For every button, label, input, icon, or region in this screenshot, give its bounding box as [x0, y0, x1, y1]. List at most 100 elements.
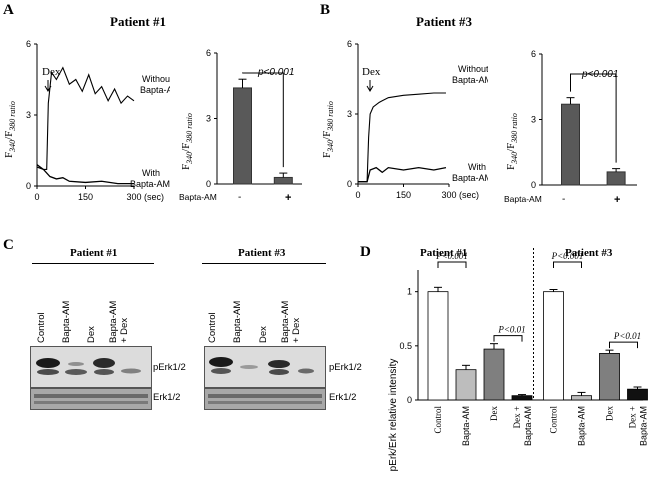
x-tick-label: 0	[34, 192, 39, 202]
blot2-lane-control: Control	[207, 312, 218, 343]
panel-letter-c: C	[3, 237, 14, 253]
bar	[483, 348, 505, 401]
blot1-lane-bapta-dex-2: + Dex	[119, 317, 130, 343]
bar-a-sign-minus: -	[238, 192, 241, 203]
panel-a-title: Patient #1	[110, 14, 166, 29]
bar-chart-b: F340/F380 ratio 0 3 6 p<0.001 Bapta-AM - +	[504, 49, 637, 206]
blot2-title-rule	[202, 263, 326, 264]
trace-a-label-without-2: Bapta-AM	[140, 85, 170, 95]
bar-a-pvalue: p<0.001	[257, 67, 294, 78]
trace-b-label-with-1: With	[468, 162, 486, 172]
x-tick-label: 150	[396, 190, 411, 200]
trace-a-dex-marker: Dex	[42, 66, 61, 78]
trace-series-line	[358, 92, 446, 183]
blot1-title: Patient #1	[70, 247, 118, 259]
bar-d-group1-title: Patient #1	[420, 247, 467, 259]
trace-series-line	[36, 66, 135, 170]
x-tick-label: 300	[126, 192, 141, 202]
bar-chart-a: F340/F380 ratio 0 3 6 p<0.001 Bapta-AM - +	[179, 48, 302, 204]
pvalue-label: P<0.001	[551, 251, 584, 261]
trace-a-label-with-2: Bapta-AM	[130, 179, 170, 189]
significance-bracket	[570, 73, 617, 163]
x-tick-label: Dex +	[512, 406, 522, 428]
blot1-lane-bapta-dex-1: Bapta-AM	[108, 300, 119, 343]
y-tick-label: 6	[26, 39, 31, 49]
significance-bracket	[609, 341, 638, 349]
pvalue-label: P<0.01	[497, 325, 525, 335]
trace-b-label-without-1: Without	[458, 64, 488, 74]
bar-a-ylabel: F340/F380 ratio	[180, 113, 194, 170]
pvalue-label: P<0.001	[435, 251, 468, 261]
blot1-lane-control: Control	[36, 312, 47, 343]
blot2-lane-dex: Dex	[258, 326, 269, 343]
blot2-erk-image	[204, 388, 326, 410]
x-tick-label: 0	[355, 190, 360, 200]
bar-b-sign-plus: +	[614, 194, 620, 206]
y-tick-label: 3	[531, 115, 536, 125]
bar	[427, 291, 449, 401]
panel-letter-d: D	[360, 244, 371, 260]
x-tick-label: Bapta-AM	[577, 406, 587, 446]
blot2-lane-bapta-dex-1: Bapta-AM	[280, 300, 291, 343]
panel-letter-b: B	[320, 2, 331, 18]
bar	[273, 176, 293, 185]
panel-b-title: Patient #3	[416, 14, 472, 29]
y-tick-label: 1	[407, 287, 412, 297]
trace-b-dex-marker: Dex	[362, 66, 381, 78]
bar	[543, 291, 564, 401]
y-tick-label: 0	[407, 395, 412, 405]
x-axis-unit: (sec)	[459, 190, 479, 200]
bar-b-ylabel: F340/F380 ratio	[505, 113, 519, 170]
trace-b-ylabel: F340/F380 ratio	[321, 101, 335, 158]
bar-a-row-label: Bapta-AM	[179, 192, 217, 202]
trace-chart-b: F340/F380 ratio 0 3 6 0 150 300 (sec) Dex With…	[321, 39, 488, 200]
blot2-perk-label: pErk1/2	[329, 362, 362, 373]
x-tick-label: Bapta-AM	[639, 406, 649, 446]
significance-bracket	[553, 261, 582, 268]
blot2-erk-label: Erk1/2	[329, 392, 357, 403]
x-tick-label: Dex	[489, 406, 499, 421]
trace-b-dex-arrow	[366, 80, 374, 92]
y-tick-label: 0	[26, 181, 31, 191]
y-tick-label: 6	[347, 39, 352, 49]
blot2-title: Patient #3	[238, 247, 286, 259]
x-tick-label: Bapta-AM	[523, 406, 533, 446]
x-tick-label: Bapta-AM	[461, 406, 471, 446]
y-tick-label: 0	[531, 180, 536, 190]
bar	[455, 369, 477, 401]
x-tick-label: 150	[78, 192, 93, 202]
bar-b-sign-minus: -	[562, 194, 565, 205]
bar	[233, 87, 252, 185]
bar-b-row-label: Bapta-AM	[504, 194, 542, 204]
blot2-lane-bapta: Bapta-AM	[232, 300, 243, 343]
y-tick-label: 3	[347, 109, 352, 119]
bar-d-group2-title: Patient #3	[565, 247, 613, 259]
trace-chart-a: F340/F380 ratio 0 3 6 0 150 300 (sec) Dex With…	[3, 39, 170, 202]
trace-a-label-with-1: With	[142, 168, 160, 178]
x-axis-unit: (sec)	[144, 192, 164, 202]
blot1-lane-dex: Dex	[86, 326, 97, 343]
y-tick-label: 6	[206, 48, 211, 58]
bar	[599, 353, 620, 401]
y-tick-label: 0	[347, 179, 352, 189]
x-tick-label: Control	[433, 406, 443, 434]
x-tick-label: Dex	[605, 406, 615, 421]
bar-d-ylabel: pErk/Erk relative intensity	[388, 359, 399, 472]
bar	[511, 395, 533, 401]
trace-b-label-without-2: Bapta-AM	[452, 75, 488, 85]
significance-bracket	[437, 261, 467, 268]
bar	[561, 103, 580, 186]
significance-bracket	[242, 72, 284, 168]
blot2-lane-bapta-dex-2: + Dex	[291, 317, 302, 343]
trace-a-ylabel: F340/F380 ratio	[3, 101, 17, 158]
y-tick-label: 0	[206, 179, 211, 189]
y-tick-label: 0.5	[399, 341, 412, 351]
y-tick-label: 3	[206, 114, 211, 124]
trace-b-label-with-2: Bapta-AM	[452, 173, 488, 183]
panel-letter-a: A	[3, 2, 14, 18]
bar	[606, 171, 626, 186]
blot1-erk-image	[30, 388, 152, 410]
x-tick-label: 300	[441, 190, 456, 200]
significance-bracket	[493, 335, 523, 342]
x-tick-label: Control	[549, 406, 559, 434]
